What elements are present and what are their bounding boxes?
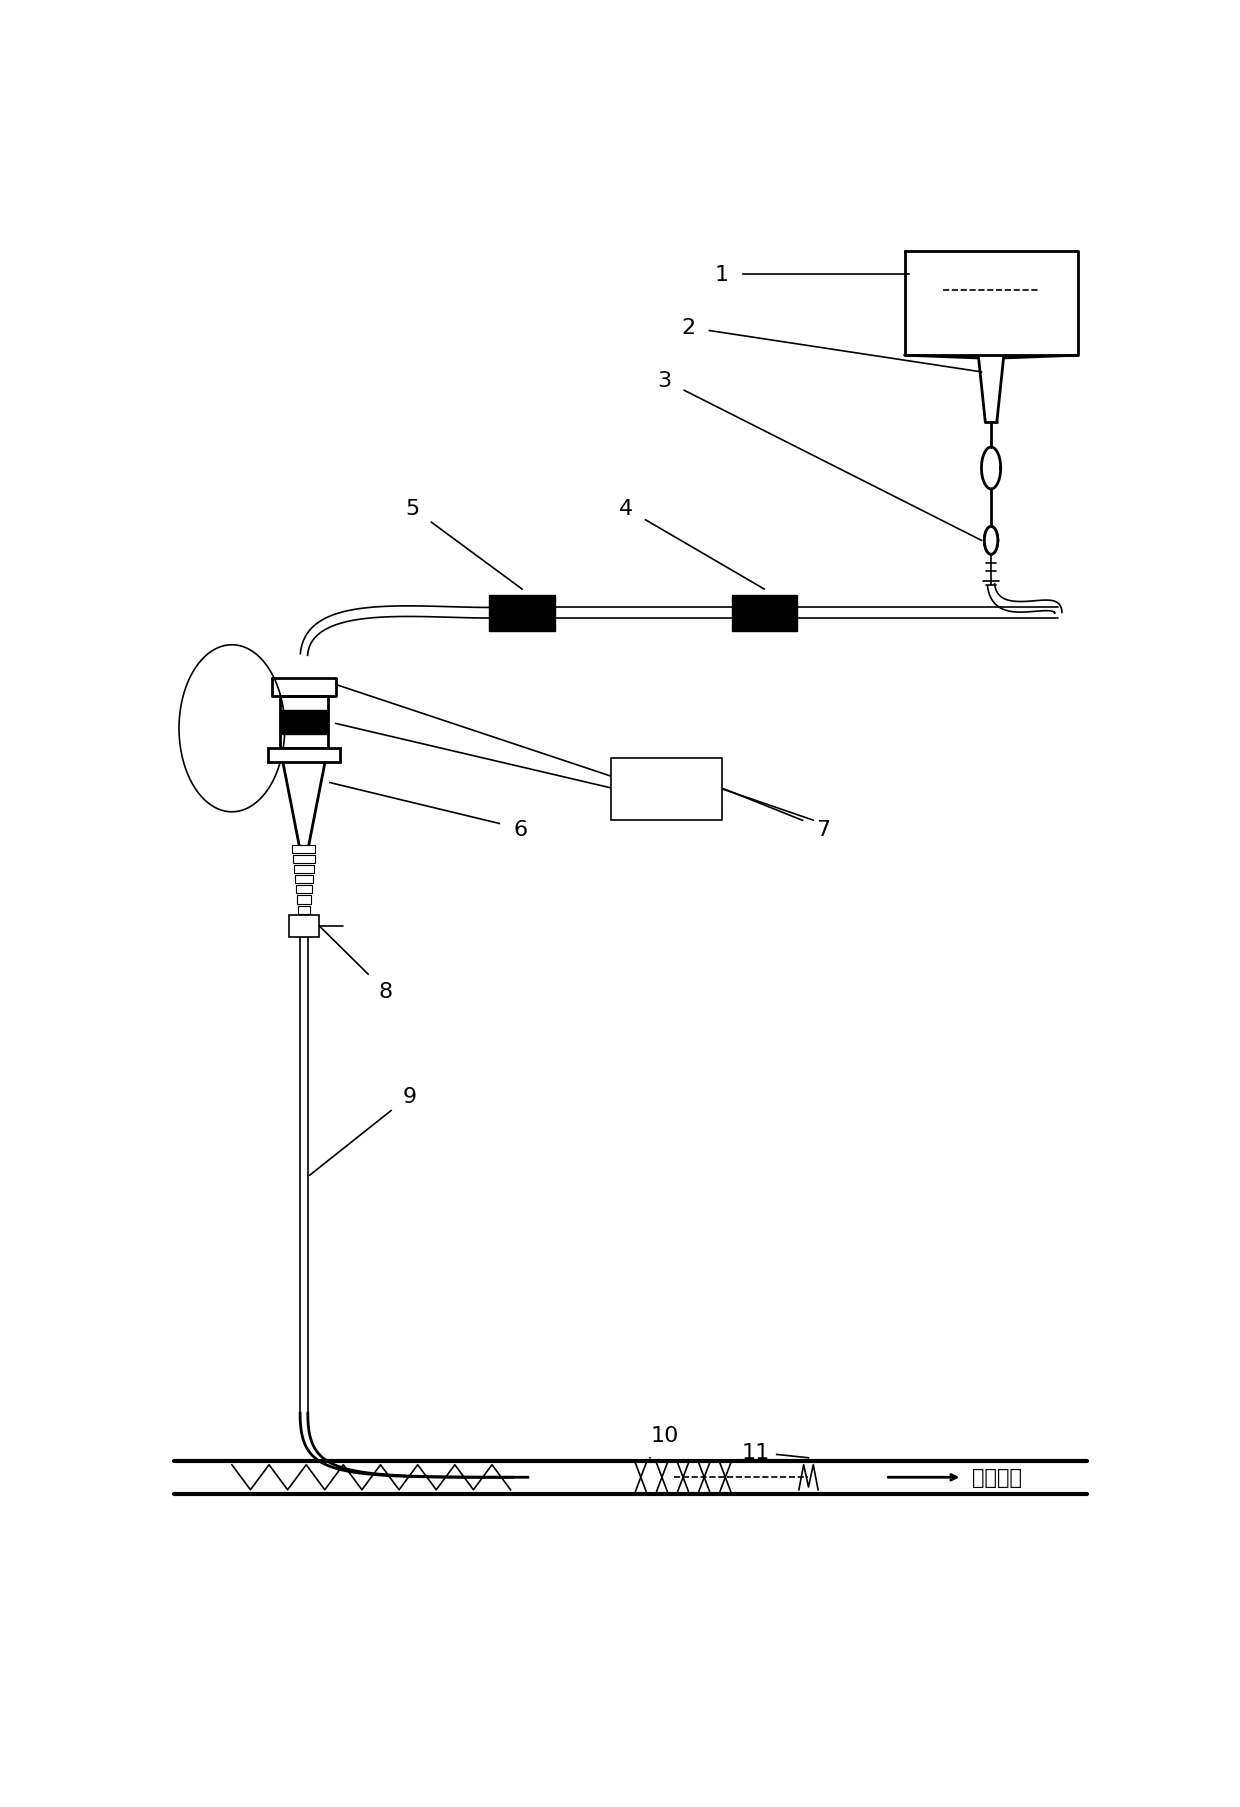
Text: 4: 4 (619, 499, 632, 519)
Bar (294, 866, 314, 875)
Text: 10: 10 (650, 1426, 678, 1446)
Bar (289, 916, 320, 938)
Bar (268, 748, 340, 763)
Bar (300, 927, 308, 934)
Bar (611, 759, 722, 820)
Bar (293, 846, 315, 853)
Bar (299, 916, 309, 923)
Bar (295, 876, 312, 884)
Text: 7: 7 (816, 819, 830, 838)
Bar (280, 710, 327, 734)
Text: 11: 11 (742, 1442, 770, 1462)
Text: 6: 6 (513, 819, 527, 838)
Bar (294, 857, 315, 864)
Bar (298, 896, 311, 904)
Text: 9: 9 (403, 1086, 417, 1106)
Text: 8: 8 (378, 981, 393, 1001)
Text: 2: 2 (681, 318, 696, 338)
Text: 5: 5 (405, 499, 419, 519)
Bar (490, 595, 554, 631)
Bar (298, 905, 310, 914)
Text: 3: 3 (657, 370, 671, 390)
Ellipse shape (985, 528, 998, 555)
Text: 1: 1 (715, 266, 729, 286)
Text: 血流方向: 血流方向 (972, 1467, 1022, 1487)
Bar (732, 595, 797, 631)
Bar (296, 885, 311, 894)
